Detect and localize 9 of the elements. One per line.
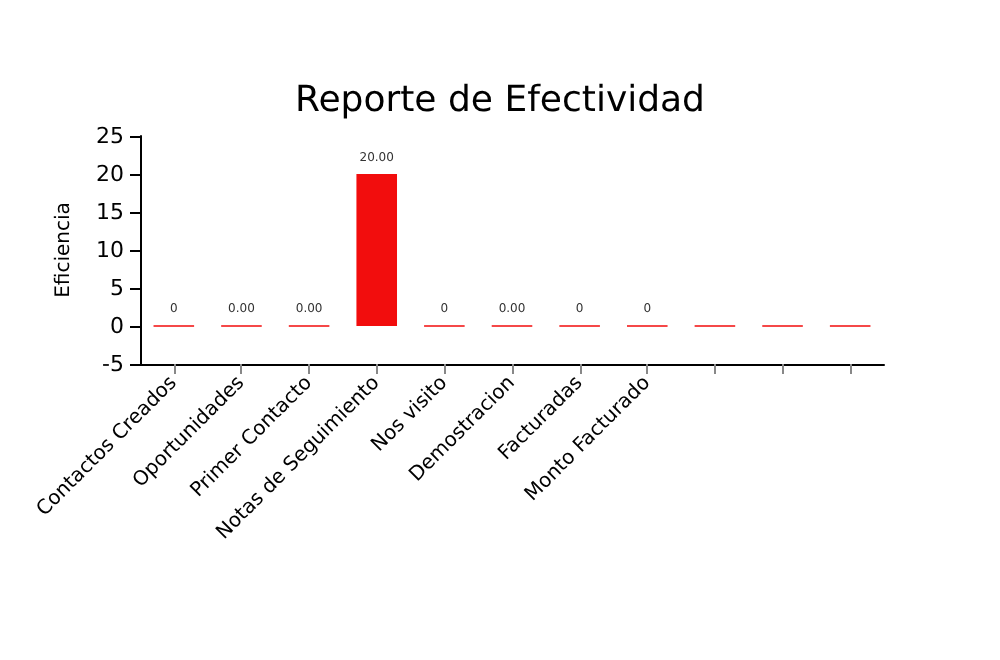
y-tick-label: 5 xyxy=(110,275,124,301)
y-axis-title: Eficiencia xyxy=(53,202,76,298)
y-tick-label: -5 xyxy=(102,351,124,377)
y-tick-label: 25 xyxy=(96,123,124,149)
y-tick-label: 0 xyxy=(110,313,124,339)
chart-title: Reporte de Efectividad xyxy=(295,79,705,121)
y-tick-label: 10 xyxy=(96,237,124,263)
y-tick-label: 15 xyxy=(96,199,124,225)
y-tick-label: 20 xyxy=(96,161,124,187)
